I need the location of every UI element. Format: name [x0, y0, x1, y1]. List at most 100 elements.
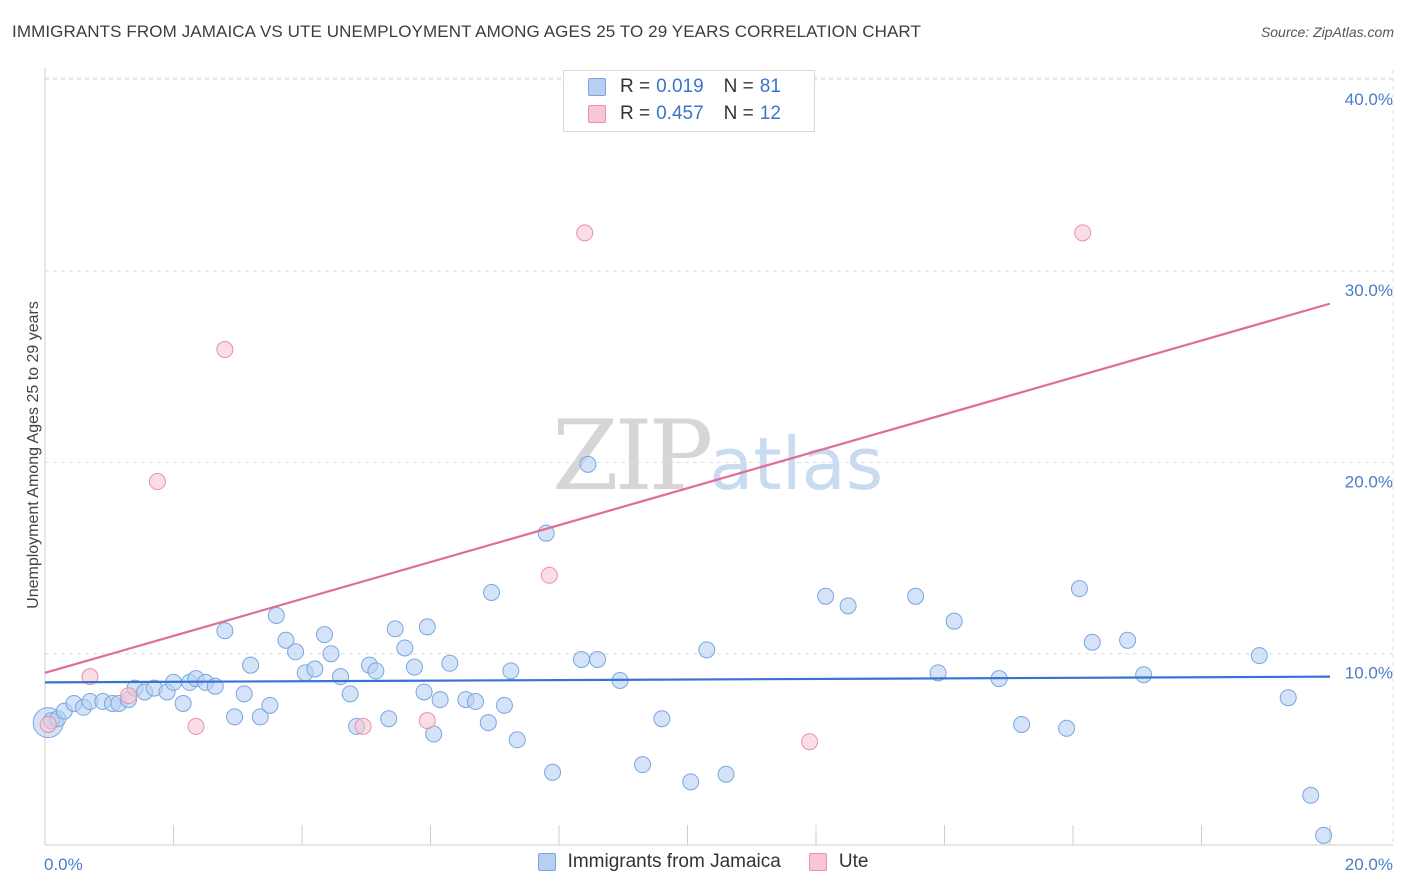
point-jamaica	[251, 708, 269, 726]
legend-swatch-jamaica	[537, 853, 556, 871]
point-jamaica	[1315, 826, 1333, 844]
point-jamaica	[1302, 786, 1320, 804]
point-jamaica	[544, 763, 562, 781]
point-jamaica	[235, 685, 253, 703]
watermark-atlas: atlas	[709, 422, 884, 506]
legend-swatch-ute	[588, 105, 606, 123]
legend-row-ute: R = 0.457 N = 12	[588, 101, 781, 127]
point-jamaica	[572, 650, 590, 668]
y-tick-label: 30.0%	[1345, 281, 1393, 300]
point-jamaica	[396, 639, 414, 657]
x-tick-label: 20.0%	[1345, 855, 1393, 874]
chart-title: IMMIGRANTS FROM JAMAICA VS UTE UNEMPLOYM…	[12, 22, 921, 41]
point-jamaica	[634, 756, 652, 774]
point-jamaica	[267, 606, 285, 624]
point-jamaica	[479, 714, 497, 732]
point-ute	[81, 668, 99, 686]
point-ute	[216, 341, 234, 359]
point-jamaica	[386, 620, 404, 638]
trend-line-jamaica	[44, 675, 1331, 684]
legend-n-label: N =	[723, 76, 754, 97]
point-jamaica	[589, 650, 607, 668]
point-jamaica	[415, 683, 433, 701]
point-jamaica	[332, 668, 350, 686]
point-ute	[418, 712, 436, 730]
trend-lines	[44, 302, 1331, 684]
legend-n-value: 12	[759, 103, 781, 124]
point-jamaica	[1070, 580, 1088, 598]
point-jamaica	[495, 696, 513, 714]
grid-lines	[45, 70, 1395, 845]
point-jamaica	[907, 587, 925, 605]
point-jamaica	[929, 664, 947, 682]
point-jamaica	[287, 643, 305, 661]
series-jamaica-points	[32, 455, 1333, 844]
point-ute	[801, 733, 819, 751]
point-jamaica	[315, 626, 333, 644]
x-tick-label: 0.0%	[44, 855, 83, 874]
watermark-zip: ZIP	[552, 400, 713, 512]
legend-row-jamaica: R = 0.019 N = 81	[588, 74, 781, 100]
point-jamaica	[1083, 633, 1101, 651]
point-jamaica	[682, 773, 700, 791]
point-jamaica	[322, 645, 340, 663]
legend-r-value: 0.457	[656, 103, 704, 124]
legend-top: R = 0.019 N = 81 R = 0.457 N = 12	[563, 70, 815, 132]
point-jamaica	[418, 618, 436, 636]
legend-label-jamaica: Immigrants from Jamaica	[567, 851, 781, 872]
point-jamaica	[277, 631, 295, 649]
point-ute	[39, 715, 57, 733]
point-ute	[540, 566, 558, 584]
point-jamaica	[1058, 719, 1076, 737]
point-jamaica	[1135, 666, 1153, 684]
point-jamaica	[945, 612, 963, 630]
y-tick-label: 10.0%	[1345, 664, 1393, 683]
watermark: ZIPatlas	[552, 400, 883, 512]
y-axis-title: Unemployment Among Ages 25 to 29 years	[25, 301, 42, 609]
point-jamaica	[431, 691, 449, 709]
point-jamaica	[226, 708, 244, 726]
tick-labels: 10.0% 20.0% 30.0% 40.0% 0.0% 20.0%	[44, 90, 1393, 874]
point-jamaica	[367, 662, 385, 680]
legend-item-ute: Ute	[808, 851, 869, 873]
point-ute	[1074, 224, 1092, 242]
legend-swatch-jamaica	[588, 78, 606, 96]
point-jamaica	[216, 622, 234, 640]
point-jamaica	[261, 696, 279, 714]
point-ute	[354, 717, 372, 735]
point-jamaica	[306, 660, 324, 678]
series-ute-points	[39, 224, 1092, 751]
point-ute	[148, 473, 166, 491]
legend-bottom: Immigrants from Jamaica Ute	[0, 851, 1406, 873]
point-ute	[120, 687, 138, 705]
y-tick-label: 40.0%	[1345, 90, 1393, 109]
legend-n-value: 81	[759, 76, 781, 97]
point-jamaica	[380, 710, 398, 728]
legend-item-jamaica: Immigrants from Jamaica	[537, 851, 781, 873]
legend-label-ute: Ute	[838, 851, 869, 872]
point-jamaica	[502, 662, 520, 680]
legend-swatch-ute	[808, 853, 827, 871]
point-jamaica	[483, 583, 501, 601]
y-tick-label: 20.0%	[1345, 472, 1393, 491]
point-jamaica	[653, 710, 671, 728]
point-jamaica	[1013, 715, 1031, 733]
source-label: Source: ZipAtlas.com	[1260, 24, 1394, 40]
point-jamaica	[817, 587, 835, 605]
point-jamaica	[174, 694, 192, 712]
point-jamaica	[717, 765, 735, 783]
legend-r-label: R =	[620, 103, 651, 124]
point-jamaica	[341, 685, 359, 703]
point-ute	[187, 717, 205, 735]
point-jamaica	[579, 455, 597, 473]
point-jamaica	[508, 731, 526, 749]
point-jamaica	[242, 656, 260, 674]
legend-r-label: R =	[620, 76, 651, 97]
point-jamaica	[698, 641, 716, 659]
point-ute	[576, 224, 594, 242]
point-jamaica	[1119, 631, 1137, 649]
legend-n-label: N =	[723, 103, 754, 124]
point-jamaica	[466, 693, 484, 711]
point-jamaica	[1279, 689, 1297, 707]
